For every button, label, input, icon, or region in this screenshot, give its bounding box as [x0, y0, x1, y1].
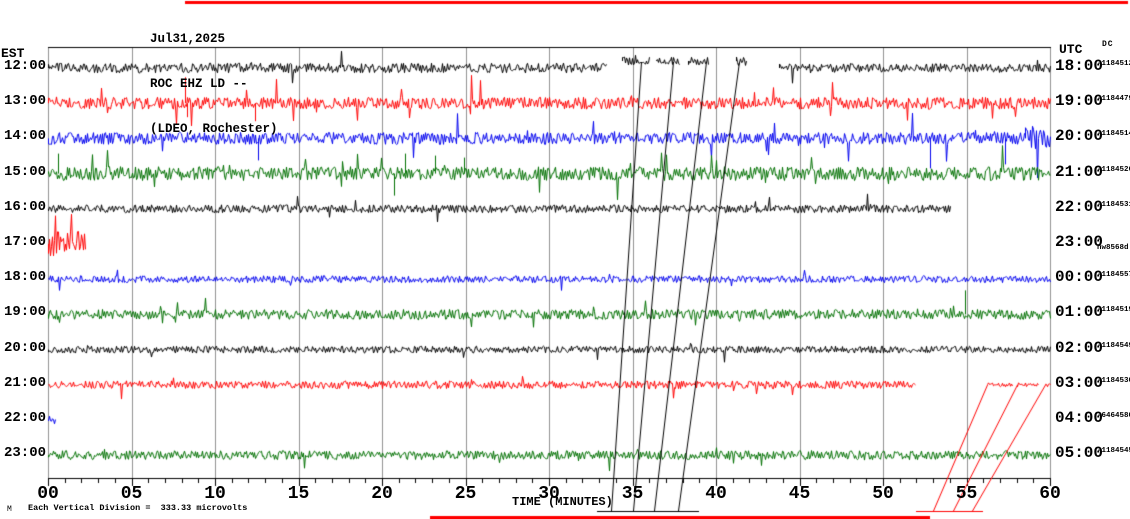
x-tick-label: 20: [371, 484, 393, 504]
utc-time-label: 04:00: [1055, 409, 1104, 427]
est-time-label: 15:00: [3, 163, 46, 180]
utc-time-label: 00:00: [1055, 268, 1104, 287]
utc-time-label: 23:00: [1055, 233, 1104, 251]
utc-time-label: 20:00: [1055, 127, 1104, 146]
utc-time-label: 21:00: [1055, 162, 1104, 181]
dc-value: -1184557: [1097, 271, 1130, 280]
x-tick-label: 55: [955, 484, 978, 504]
est-time-label: 19:00: [3, 304, 46, 321]
dc-value: -1184514: [1097, 130, 1130, 139]
dc-value: -6464580: [1097, 412, 1130, 420]
est-time-label: 13:00: [3, 93, 46, 110]
x-axis-label: TIME (MINUTES): [512, 495, 613, 509]
x-tick-label: 50: [872, 484, 894, 504]
x-tick-label: 35: [621, 484, 644, 504]
est-time-label: 18:00: [3, 269, 46, 286]
est-axis-label: EST: [1, 46, 25, 61]
x-tick-label: 45: [788, 484, 811, 504]
utc-time-label: 02:00: [1055, 338, 1104, 357]
dc-value: -1184531: [1097, 200, 1130, 209]
utc-time-label: 05:00: [1055, 444, 1104, 463]
header-date: Jul31,2025: [150, 32, 226, 46]
utc-time-label: 22:00: [1055, 197, 1104, 216]
est-time-label: 20:00: [3, 339, 46, 356]
dc-column-label: DC: [1102, 40, 1114, 49]
est-time-label: 23:00: [3, 445, 46, 462]
header-station-location: (LDEO, Rochester): [150, 122, 278, 136]
header-block: Jul31,2025 ROC EHZ LD -- (LDEO, Rocheste…: [150, 2, 278, 167]
est-time-label: 16:00: [3, 198, 46, 215]
watermark: M: [7, 505, 12, 514]
utc-time-label: 18:00: [1055, 57, 1104, 75]
est-time-label: 17:00: [3, 234, 46, 250]
header-station-id: ROC EHZ LD --: [150, 77, 248, 91]
utc-time-label: 03:00: [1055, 373, 1104, 392]
x-tick-label: 05: [120, 484, 143, 504]
x-tick-label: 60: [1039, 484, 1061, 504]
dc-value: -1184530: [1097, 376, 1130, 385]
scale-note: Each Vertical Division = 333.33 microvol…: [28, 503, 248, 513]
est-time-label: 21:00: [3, 374, 46, 391]
x-tick-label: 00: [37, 484, 59, 504]
x-tick-label: 25: [454, 484, 477, 504]
x-tick-label: 10: [204, 484, 226, 504]
x-tick-label: 40: [705, 484, 727, 504]
dc-value: -1184512: [1097, 60, 1130, 68]
dc-value: -1184479: [1097, 95, 1130, 104]
x-tick-label: 15: [287, 484, 310, 504]
est-time-label: 14:00: [3, 128, 46, 145]
dc-value: -1184549: [1097, 341, 1130, 350]
est-time-label: 22:00: [3, 410, 46, 426]
utc-time-label: 01:00: [1055, 303, 1104, 322]
utc-axis-label: UTC: [1059, 42, 1083, 57]
dc-value: -nw8568d: [1097, 236, 1129, 252]
dc-value: -1184519: [1097, 306, 1130, 315]
dc-value: -1184545: [1097, 447, 1130, 456]
dc-value: -1184526: [1097, 165, 1130, 174]
x-tick-label: 30: [538, 484, 560, 504]
est-time-label: 12:00: [3, 58, 46, 74]
utc-time-label: 19:00: [1055, 92, 1104, 111]
